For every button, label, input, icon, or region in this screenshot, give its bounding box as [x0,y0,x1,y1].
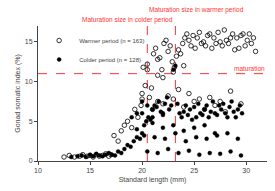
svg-text:Standard length (mm): Standard length (mm) [119,176,187,184]
svg-text:Colder period (n = 128): Colder period (n = 128) [79,57,141,63]
svg-text:maturation: maturation [234,65,265,72]
svg-text:Gonad somatic index (%): Gonad somatic index (%) [14,54,22,133]
svg-text:Maturation size in warmer peri: Maturation size in warmer period [149,6,244,14]
svg-text:0: 0 [29,157,33,164]
svg-text:25: 25 [190,167,198,174]
svg-text:30: 30 [242,167,250,174]
svg-text:15: 15 [86,167,94,174]
svg-text:5: 5 [29,118,33,125]
svg-text:Maturation size in colder peri: Maturation size in colder period [82,16,173,24]
svg-text:20: 20 [138,167,146,174]
svg-text:15: 15 [25,38,33,45]
svg-text:10: 10 [34,167,42,174]
svg-text:Warmer period (n = 163): Warmer period (n = 163) [79,38,144,44]
svg-text:10: 10 [25,78,33,85]
